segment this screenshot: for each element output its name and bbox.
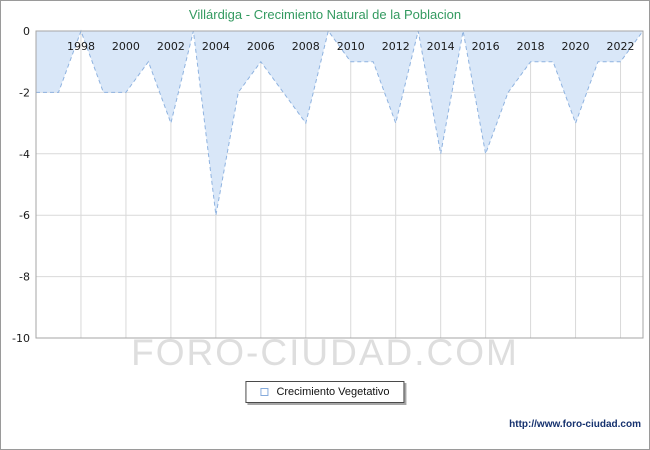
chart-area-series [36,29,644,216]
chart-title: Villárdiga - Crecimiento Natural de la P… [188,7,462,22]
footer-url-link[interactable]: http://www.foro-ciudad.com [509,419,641,430]
svg-text:2006: 2006 [247,40,275,53]
svg-text:1998: 1998 [67,40,95,53]
svg-text:2010: 2010 [337,40,365,53]
legend-label: Crecimiento Vegetativo [276,386,390,398]
svg-text:2000: 2000 [112,40,140,53]
svg-text:2002: 2002 [157,40,185,53]
svg-text:2018: 2018 [517,40,545,53]
legend-box: Crecimiento Vegetativo [245,381,405,403]
chart-svg: 1998 2000 2002 2004 2006 2008 2010 2012 2014 2016… [12,25,644,345]
legend-swatch-icon [260,388,269,396]
chart-y-tick-labels: 0 -2 -4 -6 -8 -10 [12,25,30,345]
svg-text:2020: 2020 [562,40,590,53]
svg-text:2012: 2012 [382,40,410,53]
svg-text:2022: 2022 [607,40,635,53]
svg-text:-4: -4 [19,148,30,161]
svg-text:2008: 2008 [292,40,320,53]
svg-text:2004: 2004 [202,40,230,53]
chart-plot-border [35,30,644,339]
svg-text:-8: -8 [19,271,30,284]
svg-text:-6: -6 [19,209,30,222]
svg-text:2014: 2014 [427,40,455,53]
svg-text:-10: -10 [12,332,30,345]
chart-x-tick-labels: 1998 2000 2002 2004 2006 2008 2010 2012 2014 2016… [67,40,635,53]
svg-text:-2: -2 [19,86,30,99]
svg-text:2016: 2016 [472,40,500,53]
svg-text:0: 0 [23,25,30,38]
